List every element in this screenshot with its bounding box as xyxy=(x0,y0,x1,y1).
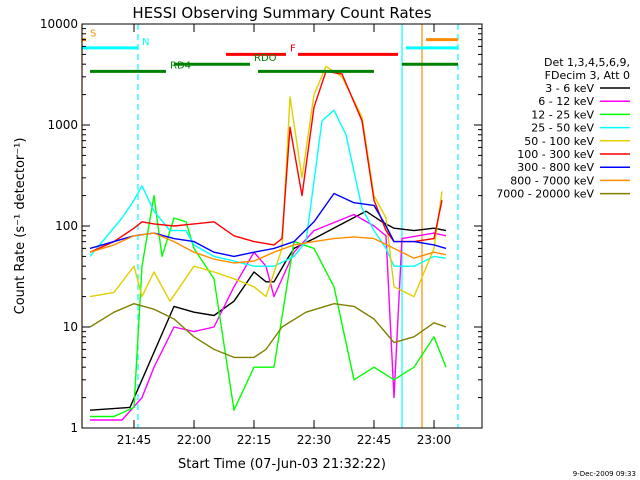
series-line-0 xyxy=(89,210,447,411)
legend-label-0: 3 - 6 keV xyxy=(545,82,594,95)
chart-title: HESSI Observing Summary Count Rates xyxy=(132,4,431,22)
series-line-8 xyxy=(89,303,447,359)
x-axis-label: Start Time (07-Jun-03 21:32:22) xyxy=(178,457,386,472)
series-line-7 xyxy=(89,232,447,264)
footer-date: 9-Dec-2009 09:33 xyxy=(573,470,636,478)
legend-header-line1: Det 1,3,4,5,6,9, xyxy=(544,56,630,69)
legend: Det 1,3,4,5,6,9, FDecim 3, Att 0 3 - 6 k… xyxy=(496,56,630,201)
y-tick-label-0: 1 xyxy=(70,421,78,435)
x-tick-label-3: 22:30 xyxy=(297,433,332,447)
legend-header-line2: FDecim 3, Att 0 xyxy=(545,69,630,82)
y-tick-label-1: 10 xyxy=(63,320,78,334)
legend-label-7: 800 - 7000 keV xyxy=(510,174,594,187)
x-tick-label-2: 22:15 xyxy=(237,433,272,447)
y-tick-label-4: 10000 xyxy=(40,17,78,31)
flag-label-4: RD4 xyxy=(170,60,191,71)
series-line-5 xyxy=(89,70,443,253)
legend-label-3: 25 - 50 keV xyxy=(531,122,594,135)
series-line-3 xyxy=(89,109,447,267)
series-line-1 xyxy=(90,213,447,421)
y-tick-label-2: 100 xyxy=(55,219,78,233)
x-tick-label-4: 22:45 xyxy=(357,433,392,447)
y-axis-label: Count Rate (s⁻¹ detector⁻¹) xyxy=(13,138,28,315)
legend-label-5: 100 - 300 keV xyxy=(517,148,594,161)
legend-label-8: 7000 - 20000 keV xyxy=(496,188,594,201)
legend-label-2: 12 - 25 keV xyxy=(531,108,594,121)
legend-label-6: 300 - 800 keV xyxy=(517,161,594,174)
legend-label-4: 50 - 100 keV xyxy=(524,135,594,148)
flag-label-2: F xyxy=(290,43,296,54)
series-line-2 xyxy=(90,194,447,418)
flag-label-0: S xyxy=(90,29,96,40)
x-tick-label-1: 22:00 xyxy=(177,433,212,447)
series-line-6 xyxy=(89,192,447,258)
flag-label-3: RDO xyxy=(254,53,277,64)
plot-area: S N F RDO RD4 xyxy=(81,24,459,428)
flag-label-1: N xyxy=(142,37,149,48)
legend-label-1: 6 - 12 keV xyxy=(538,95,594,108)
axes: 21:45 22:00 22:15 22:30 22:45 23:00 1 10 100 1000… xyxy=(40,17,482,447)
y-tick-label-3: 1000 xyxy=(47,118,78,132)
x-tick-label-0: 21:45 xyxy=(117,433,152,447)
x-tick-label-5: 23:00 xyxy=(417,433,452,447)
